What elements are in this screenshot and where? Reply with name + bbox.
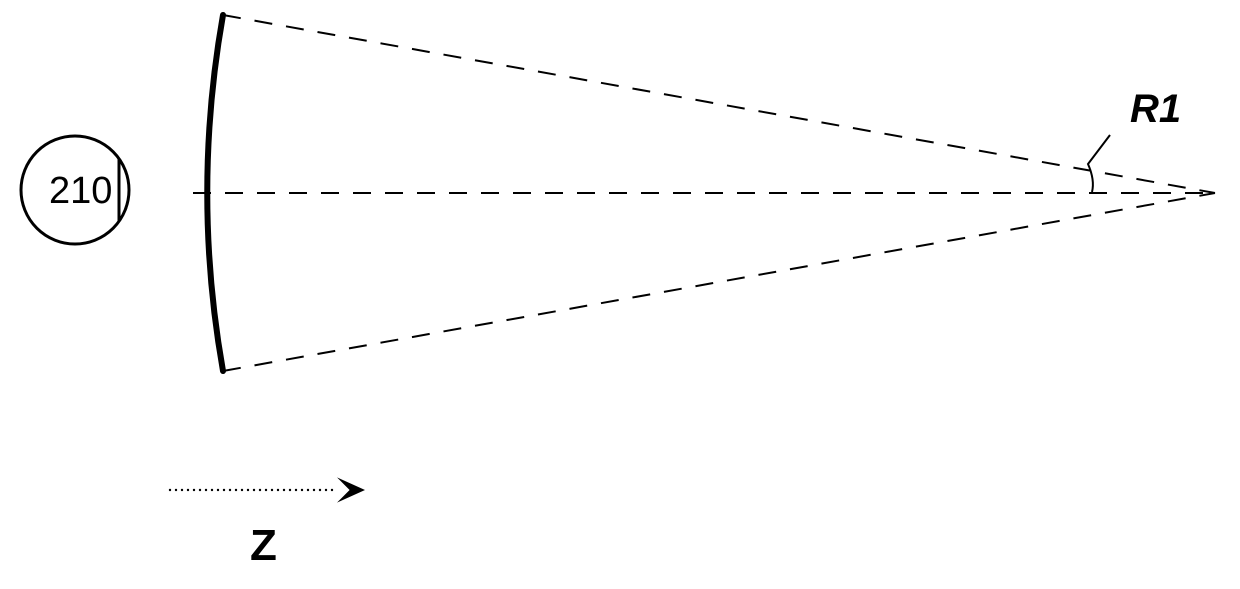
r1-angle-arc: [1088, 135, 1110, 192]
ray-bottom: [223, 193, 1215, 371]
reference-number: 210: [49, 170, 112, 212]
ray-top: [223, 15, 1215, 193]
r1-label: R1: [1130, 87, 1181, 131]
z-axis-label: Z: [250, 521, 277, 570]
diagram-canvas: 210 R1 Z: [0, 0, 1240, 589]
z-axis: [169, 477, 365, 502]
z-axis-arrowhead: [337, 477, 365, 502]
